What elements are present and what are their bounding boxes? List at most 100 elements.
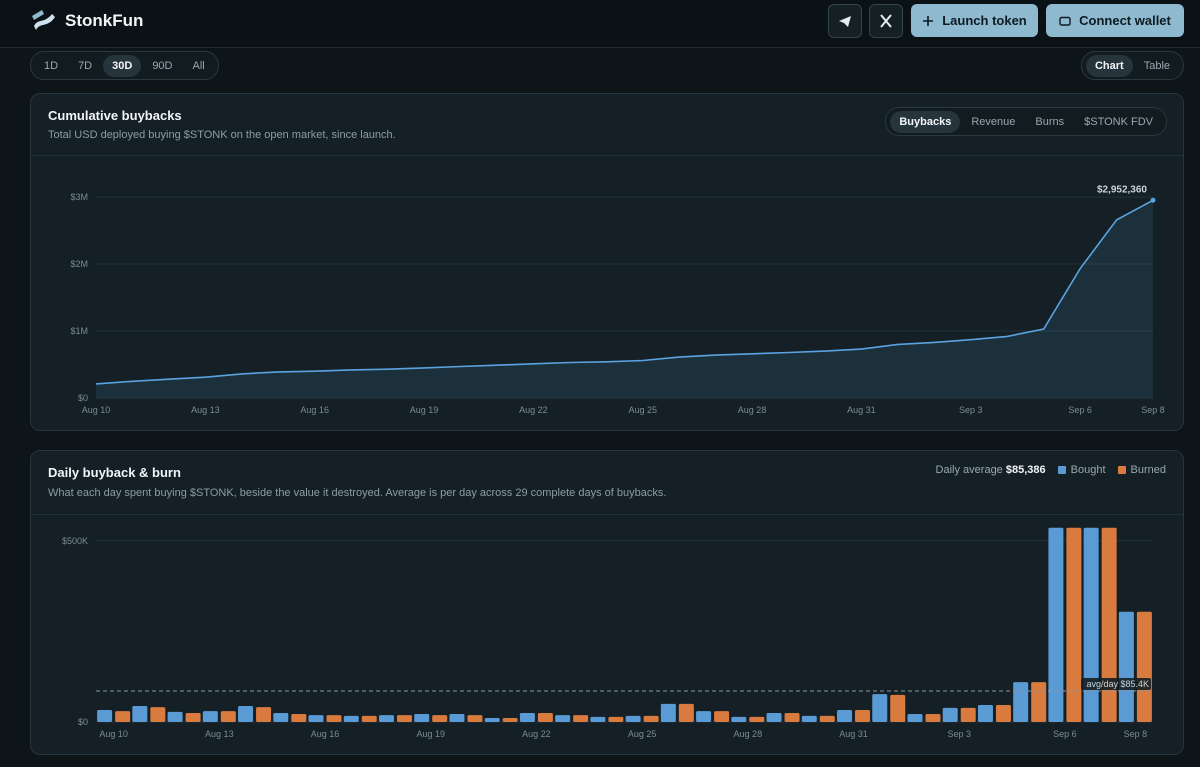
bar [1031,682,1047,722]
area-fill [96,200,1153,398]
bar [660,703,676,722]
average-value: $85,386 [1005,464,1046,476]
card-title: Daily buyback & burn [48,465,181,480]
cumulative-card [30,93,1184,431]
bar [414,714,430,722]
bar [343,715,359,722]
bar [801,715,817,722]
tab[interactable]: 1D [44,59,59,72]
bar [925,714,941,722]
bar [784,712,800,722]
x-tick-label: Aug 16 [300,405,329,415]
y-tick-label: $1M [70,326,88,336]
y-tick-label: $3M [70,192,88,202]
x-tick-label: Aug 19 [410,405,439,415]
telegram-button[interactable] [828,4,862,38]
bar [590,716,606,722]
tab[interactable]: Table [1143,59,1170,72]
bar [220,711,236,722]
range-tabs: 1D 7D 30D 90D All [30,51,219,80]
x-tick-label: Aug 31 [847,405,876,415]
x-tick-label: Aug 31 [839,729,868,739]
bar [1136,611,1152,722]
y-tick-label: $0 [78,717,88,727]
tab[interactable]: Buybacks [890,110,961,133]
legend-swatch [1057,466,1066,474]
tab[interactable]: Chart [1085,54,1133,77]
legend-label: Bought [1070,464,1106,476]
bar [696,711,712,722]
tab[interactable]: Revenue [971,115,1016,128]
connect-wallet-button[interactable]: Connect wallet [1046,4,1184,37]
launch-token-label: Launch token [942,13,1027,28]
bar [291,714,307,722]
x-tick-label: Sep 6 [1068,405,1092,415]
view-tabs: Chart Table [1080,51,1184,80]
tab[interactable]: 7D [78,59,93,72]
x-tick-label: Sep 3 [959,405,983,415]
bar [132,706,148,722]
card-subtitle: Total USD deployed buying $STONK on the … [48,129,396,141]
bar [484,718,500,722]
tab[interactable]: $STONK FDV [1084,115,1153,128]
x-tick-label: Aug 13 [191,405,220,415]
bar [837,710,853,722]
tab[interactable]: All [192,59,205,72]
tab[interactable]: 30D [103,54,142,77]
bar [1101,527,1117,722]
bar [308,715,324,722]
card-separator [31,514,1183,515]
bar [115,711,131,722]
bar [185,712,201,722]
tab[interactable]: 90D [152,59,173,72]
bar [960,707,976,722]
tab[interactable]: Burns [1035,115,1065,128]
x-tick-label: Aug 28 [738,405,767,415]
bar [573,715,589,722]
y-tick-label: $0 [78,393,88,403]
x-tick-label: Aug 16 [311,729,340,739]
y-tick-label: $500K [62,536,88,546]
x-tick-label: Sep 8 [1124,729,1148,739]
brand: StonkFun [65,11,144,30]
bar [467,715,483,722]
bar [1048,527,1064,722]
legend-item: Bought [1057,464,1106,476]
x-button[interactable] [869,4,903,38]
x-tick-label: Aug 10 [99,729,128,739]
bar [202,711,218,722]
bar [238,706,254,722]
x-tick-label: Aug 19 [416,729,445,739]
legend-swatch [1117,466,1126,474]
bar [326,715,342,722]
bar [977,704,993,722]
card-subtitle: What each day spent buying $STONK, besid… [48,487,667,499]
average-caption: Daily average $85,386 [936,464,1046,476]
launch-token-button[interactable]: Launch token [911,4,1038,37]
x-tick-label: Aug 22 [522,729,551,739]
bar [819,715,835,722]
bar [1066,527,1082,722]
legend-item: Burned [1117,464,1166,476]
bar [995,704,1011,722]
bar [731,716,747,722]
card-separator [31,155,1183,156]
metric-tabs: Buybacks Revenue Burns $STONK FDV [885,107,1167,136]
bar [942,707,958,722]
x-tick-label: Aug 25 [628,405,657,415]
bar [608,716,624,722]
average-caption-text: Daily average [935,464,1003,476]
bar [855,710,871,722]
bar [766,712,782,722]
line [95,199,1154,385]
bar [150,707,166,722]
daily-card [30,450,1184,755]
bar [519,712,535,722]
bar [256,707,272,722]
bar [97,710,113,722]
daily-legend-row: Daily average $85,386 Bought Burned [936,464,1166,476]
legend-label: Burned [1130,464,1166,476]
bar [890,694,906,722]
